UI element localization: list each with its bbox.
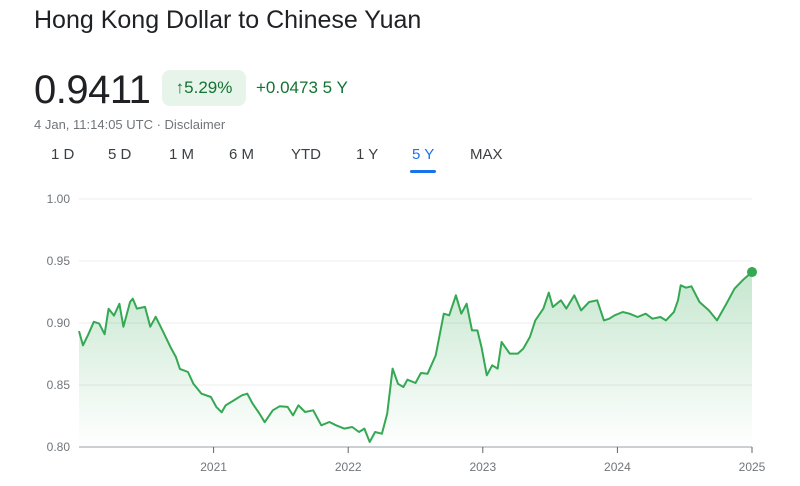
y-tick-label: 0.80: [47, 440, 71, 454]
tab-max[interactable]: MAX: [470, 146, 503, 163]
page-title: Hong Kong Dollar to Chinese Yuan: [34, 6, 422, 34]
tab-5d[interactable]: 5 D: [108, 146, 132, 163]
x-tick-label: 2021: [200, 460, 227, 474]
tab-1m[interactable]: 1 M: [169, 146, 195, 163]
tab-1d[interactable]: 1 D: [51, 146, 75, 163]
change-percent-badge: ↑5.29%: [162, 70, 246, 106]
tab-5y[interactable]: 5 Y: [409, 146, 437, 173]
change-percent: 5.29%: [184, 78, 233, 97]
tab-ytd[interactable]: YTD: [291, 146, 321, 163]
x-tick-label: 2023: [469, 460, 496, 474]
x-tick-label: 2022: [335, 460, 362, 474]
y-tick-label: 0.95: [47, 254, 71, 268]
latest-point: [747, 267, 757, 278]
price-area-fill: [79, 272, 752, 447]
arrow-up-icon: ↑: [175, 78, 185, 97]
y-tick-label: 1.00: [47, 192, 71, 206]
tab-1y[interactable]: 1 Y: [356, 146, 379, 163]
y-tick-label: 0.90: [47, 316, 71, 330]
change-absolute: +0.0473 5 Y: [256, 78, 348, 97]
timestamp-disclaimer[interactable]: 4 Jan, 11:14:05 UTC · Disclaimer: [34, 117, 226, 132]
current-price: 0.9411: [34, 68, 151, 112]
x-tick-label: 2024: [604, 460, 631, 474]
x-tick-label: 2025: [739, 460, 766, 474]
y-tick-label: 0.85: [47, 378, 71, 392]
price-line: [78, 271, 753, 443]
tab-6m[interactable]: 6 M: [229, 146, 255, 163]
